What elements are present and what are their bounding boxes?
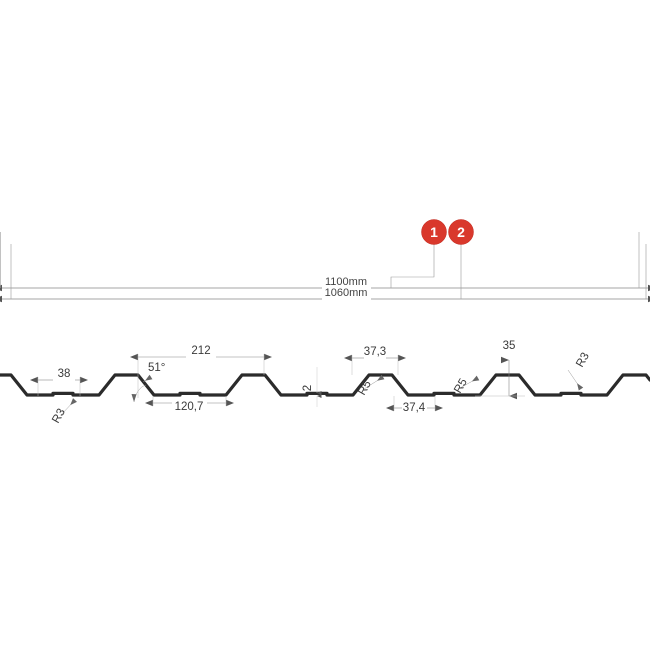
svg-text:R3: R3 [574, 351, 592, 370]
svg-text:1060mm: 1060mm [325, 287, 368, 299]
svg-text:35: 35 [503, 340, 516, 352]
svg-text:R5: R5 [356, 379, 374, 398]
svg-text:37,3: 37,3 [364, 346, 386, 358]
svg-text:R3: R3 [50, 407, 68, 426]
svg-text:38: 38 [58, 368, 71, 380]
svg-text:2: 2 [302, 385, 314, 391]
svg-text:2: 2 [457, 224, 465, 240]
svg-text:51°: 51° [148, 362, 165, 374]
svg-text:37,4: 37,4 [403, 402, 426, 414]
svg-text:1: 1 [430, 224, 438, 240]
svg-text:120,7: 120,7 [175, 401, 204, 413]
svg-text:212: 212 [191, 345, 210, 357]
